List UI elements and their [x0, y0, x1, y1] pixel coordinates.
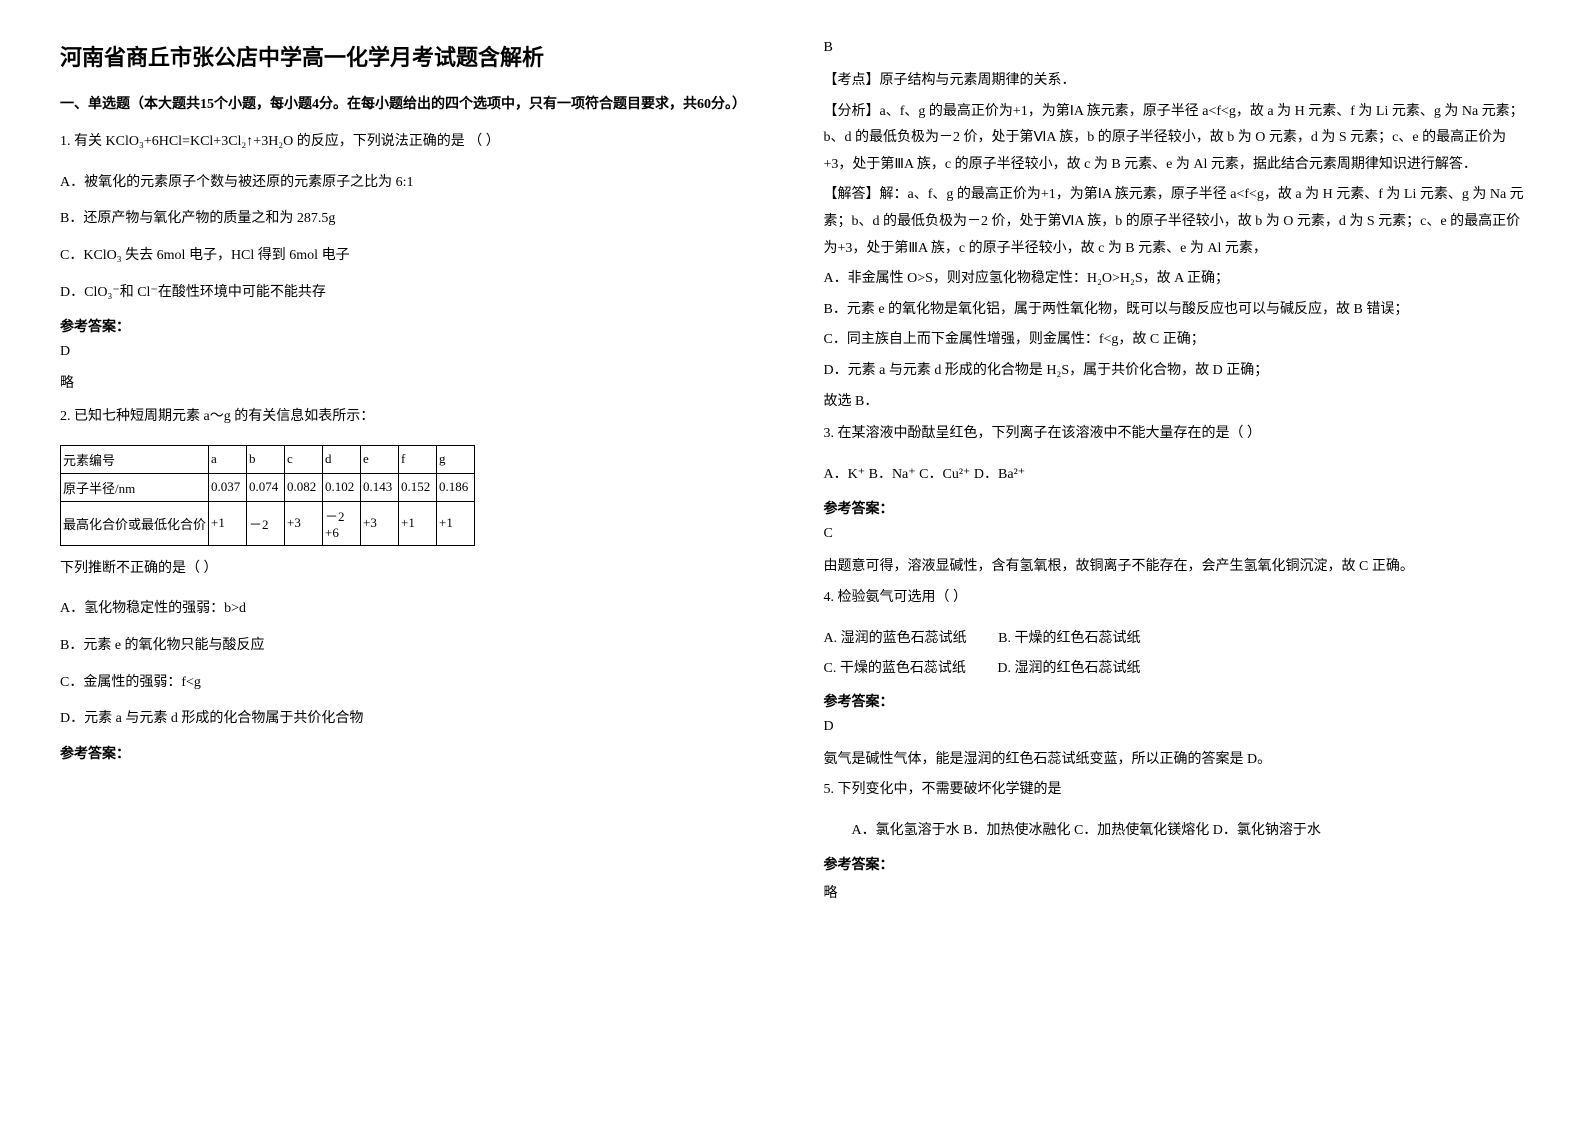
q4-option-d: D. 湿润的红色石蕊试纸 — [997, 661, 1140, 676]
cell: 原子半径/nm — [61, 473, 209, 501]
q2-expl-d: D．元素 a 与元素 d 形成的化合物是 H₂S，属于共价化合物，故 D 正确； — [824, 358, 1528, 385]
q2-option-c: C．金属性的强弱：f<g — [60, 670, 764, 697]
cell: 最高化合价或最低化合价 — [61, 501, 209, 545]
q4-answer: D — [824, 719, 1528, 735]
left-column: 河南省商丘市张公店中学高一化学月考试题含解析 一、单选题（本大题共15个小题，每… — [60, 40, 764, 914]
q4-option-c: C. 干燥的蓝色石蕊试纸 — [824, 661, 966, 676]
q4-expl: 氨气是碱性气体，能是湿润的红色石蕊试纸变蓝，所以正确的答案是 D。 — [824, 747, 1528, 774]
cell: －2 +6 — [323, 501, 361, 545]
q3-answer: C — [824, 526, 1528, 542]
cell: 0.186 — [437, 473, 475, 501]
cell: －2 — [247, 501, 285, 545]
table-row: 元素编号 a b c d e f g — [61, 445, 475, 473]
q1-option-c: C．KClO₃ 失去 6mol 电子，HCl 得到 6mol 电子 — [60, 243, 764, 270]
q1-option-d: D．ClO₃⁻和 Cl⁻在酸性环境中可能不能共存 — [60, 280, 764, 307]
cell: +1 — [437, 501, 475, 545]
q1-option-a: A．被氧化的元素原子个数与被还原的元素原子之比为 6:1 — [60, 170, 764, 197]
q2-answer-label: 参考答案： — [60, 743, 764, 763]
q2-after-table: 下列推断不正确的是（ ） — [60, 556, 764, 583]
cell: 元素编号 — [61, 445, 209, 473]
q5-answer: 略 — [824, 882, 1528, 902]
q2-table: 元素编号 a b c d e f g 原子半径/nm 0.037 0.074 0… — [60, 445, 475, 546]
q2-kaodian: 【考点】原子结构与元素周期律的关系． — [824, 68, 1528, 95]
q1-option-b: B．还原产物与氧化产物的质量之和为 287.5g — [60, 206, 764, 233]
q1-answer-label: 参考答案： — [60, 316, 764, 336]
cell: c — [285, 445, 323, 473]
q3-expl: 由题意可得，溶液显碱性，含有氢氧根，故铜离子不能存在，会产生氢氧化铜沉淀，故 C… — [824, 554, 1528, 581]
q4-stem: 4. 检验氨气可选用（ ） — [824, 585, 1528, 612]
q2-option-a: A．氢化物稳定性的强弱：b>d — [60, 596, 764, 623]
q3-options: A．K⁺ B．Na⁺ C．Cu²⁺ D．Ba²⁺ — [824, 462, 1528, 489]
cell: 0.102 — [323, 473, 361, 501]
q1-brief: 略 — [60, 372, 764, 392]
cell: f — [399, 445, 437, 473]
q4-row1: A. 湿润的蓝色石蕊试纸 B. 干燥的红色石蕊试纸 — [824, 626, 1528, 653]
cell: 0.143 — [361, 473, 399, 501]
cell: +1 — [399, 501, 437, 545]
q2-expl-c: C．同主族自上而下金属性增强，则金属性：f<g，故 C 正确； — [824, 327, 1528, 354]
q4-option-a: A. 湿润的蓝色石蕊试纸 — [824, 631, 967, 646]
cell: a — [209, 445, 247, 473]
q2-answer: B — [824, 40, 1528, 56]
q2-stem: 2. 已知七种短周期元素 a～g 的有关信息如表所示： — [60, 404, 764, 431]
q4-option-b: B. 干燥的红色石蕊试纸 — [998, 631, 1140, 646]
q2-jieda: 【解答】解：a、f、g 的最高正价为+1，为第ⅠA 族元素，原子半径 a<f<g… — [824, 182, 1528, 262]
cell: 0.037 — [209, 473, 247, 501]
q5-stem: 5. 下列变化中，不需要破坏化学键的是 — [824, 777, 1528, 804]
right-column: B 【考点】原子结构与元素周期律的关系． 【分析】a、f、g 的最高正价为+1，… — [824, 40, 1528, 914]
q2-fenxi: 【分析】a、f、g 的最高正价为+1，为第ⅠA 族元素，原子半径 a<f<g，故… — [824, 99, 1528, 179]
q2-expl-a: A．非金属性 O>S，则对应氢化物稳定性：H₂O>H₂S，故 A 正确； — [824, 266, 1528, 293]
q3-stem: 3. 在某溶液中酚酞呈红色，下列离子在该溶液中不能大量存在的是（ ） — [824, 421, 1528, 448]
q3-answer-label: 参考答案： — [824, 498, 1528, 518]
table-row: 原子半径/nm 0.037 0.074 0.082 0.102 0.143 0.… — [61, 473, 475, 501]
q1-answer: D — [60, 344, 764, 360]
cell: 0.082 — [285, 473, 323, 501]
cell: +3 — [285, 501, 323, 545]
cell: d — [323, 445, 361, 473]
cell: 0.152 — [399, 473, 437, 501]
cell: 0.074 — [247, 473, 285, 501]
cell: +1 — [209, 501, 247, 545]
table-row: 最高化合价或最低化合价 +1 －2 +3 －2 +6 +3 +1 +1 — [61, 501, 475, 545]
q4-answer-label: 参考答案： — [824, 691, 1528, 711]
section-header: 一、单选题（本大题共15个小题，每小题4分。在每小题给出的四个选项中，只有一项符… — [60, 92, 764, 117]
page-title: 河南省商丘市张公店中学高一化学月考试题含解析 — [60, 40, 764, 72]
cell: +3 — [361, 501, 399, 545]
cell: e — [361, 445, 399, 473]
q5-answer-label: 参考答案： — [824, 854, 1528, 874]
q4-row2: C. 干燥的蓝色石蕊试纸 D. 湿润的红色石蕊试纸 — [824, 656, 1528, 683]
cell: g — [437, 445, 475, 473]
q5-options: A．氯化氢溶于水 B．加热使冰融化 C．加热使氧化镁熔化 D．氯化钠溶于水 — [824, 818, 1528, 845]
q1-stem: 1. 有关 KClO₃+6HCl=KCl+3Cl₂↑+3H₂O 的反应，下列说法… — [60, 129, 764, 156]
cell: b — [247, 445, 285, 473]
q2-option-b: B．元素 e 的氧化物只能与酸反应 — [60, 633, 764, 660]
q2-option-d: D．元素 a 与元素 d 形成的化合物属于共价化合物 — [60, 706, 764, 733]
q2-expl-b: B．元素 e 的氧化物是氧化铝，属于两性氧化物，既可以与酸反应也可以与碱反应，故… — [824, 297, 1528, 324]
q2-final: 故选 B． — [824, 389, 1528, 416]
